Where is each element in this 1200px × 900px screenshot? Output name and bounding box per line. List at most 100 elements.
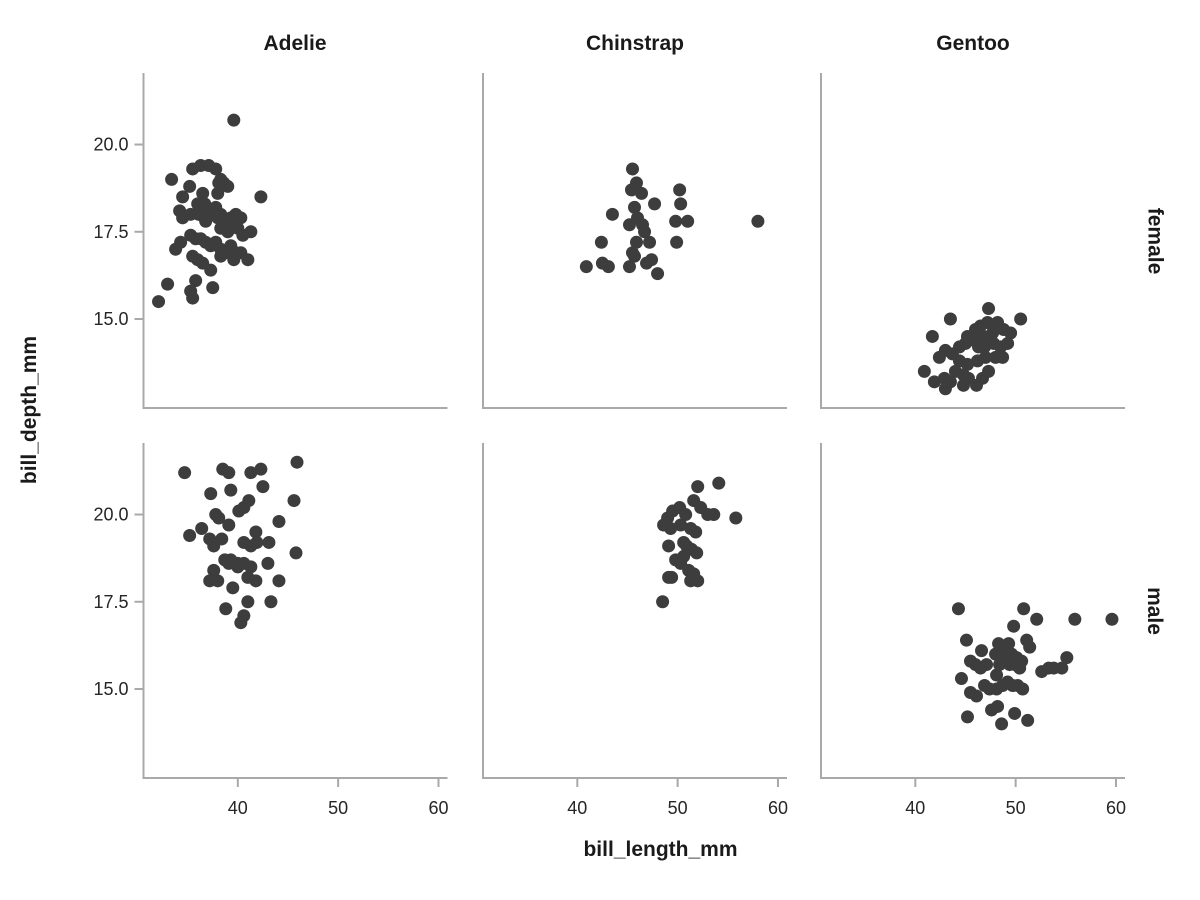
data-point — [982, 302, 996, 316]
data-point — [674, 518, 688, 532]
data-point — [214, 249, 228, 263]
data-point — [648, 197, 662, 211]
data-point — [665, 570, 679, 584]
data-point — [244, 560, 258, 574]
data-point — [186, 291, 200, 305]
data-point — [979, 350, 993, 364]
data-point — [691, 574, 705, 588]
data-point — [244, 466, 258, 480]
data-point — [1008, 706, 1022, 720]
data-point — [991, 699, 1005, 713]
data-point — [165, 172, 179, 186]
data-point — [980, 658, 994, 672]
data-point — [224, 483, 238, 497]
data-point — [689, 525, 703, 539]
data-point — [174, 235, 188, 249]
data-point — [751, 214, 765, 228]
data-point — [656, 595, 670, 609]
data-point — [237, 535, 251, 549]
data-point — [982, 364, 996, 378]
data-point — [954, 672, 968, 686]
data-point — [1017, 602, 1031, 616]
data-point — [943, 312, 957, 326]
y-axis-title: bill_depth_mm — [10, 30, 50, 790]
data-point — [207, 539, 221, 553]
data-point — [970, 689, 984, 703]
data-point — [214, 207, 228, 221]
data-point — [249, 525, 263, 539]
data-point — [272, 574, 286, 588]
data-point — [249, 574, 263, 588]
data-point — [161, 277, 175, 291]
data-point — [729, 511, 743, 525]
data-point — [627, 200, 641, 214]
data-point — [1007, 619, 1021, 633]
data-point — [690, 546, 704, 560]
data-point — [242, 494, 256, 508]
y-tick-label: 20.0 — [93, 505, 128, 525]
data-point — [630, 235, 644, 249]
data-point — [222, 466, 236, 480]
data-point — [579, 260, 593, 274]
data-point — [622, 260, 636, 274]
x-tick-label: 50 — [1006, 798, 1026, 818]
data-point — [212, 511, 226, 525]
data-point — [601, 260, 615, 274]
data-point — [1016, 682, 1030, 696]
x-tick-label: 60 — [1106, 798, 1126, 818]
data-point — [995, 717, 1009, 731]
data-point — [712, 476, 726, 490]
data-point — [927, 375, 941, 389]
facet-row-strip-female: female — [1132, 73, 1176, 408]
x-tick-label: 50 — [668, 798, 688, 818]
data-point — [219, 602, 233, 616]
data-point — [289, 546, 303, 560]
data-point — [1068, 612, 1082, 626]
data-point — [178, 466, 192, 480]
data-point — [996, 350, 1010, 364]
y-tick-label: 15.0 — [93, 309, 128, 329]
data-point — [673, 183, 687, 197]
data-point — [958, 336, 972, 350]
data-point — [917, 364, 931, 378]
facet-column-strip-chinstrap: Chinstrap — [585, 32, 684, 55]
data-point — [204, 487, 218, 501]
data-point — [970, 378, 984, 392]
data-point — [262, 535, 276, 549]
data-point — [975, 644, 989, 658]
data-point — [627, 249, 641, 263]
data-point — [662, 539, 676, 553]
facet-row-strip-female-label: female — [1143, 207, 1167, 274]
data-point — [643, 235, 657, 249]
data-point — [176, 190, 190, 204]
panel-gentoo-female — [820, 73, 1125, 409]
data-point — [960, 357, 974, 371]
data-point — [241, 253, 255, 267]
x-tick-label: 40 — [228, 798, 248, 818]
data-point — [990, 668, 1004, 682]
data-point — [186, 249, 200, 263]
x-tick-label: 60 — [768, 798, 788, 818]
data-point — [625, 162, 639, 176]
data-point — [198, 197, 212, 211]
x-axis-title: bill_length_mm — [583, 838, 738, 861]
data-point — [287, 494, 301, 508]
data-point — [622, 218, 636, 232]
x-tick-label: 40 — [567, 798, 587, 818]
data-point — [264, 595, 278, 609]
data-point — [960, 710, 974, 724]
data-point — [1055, 661, 1069, 675]
data-point — [681, 214, 695, 228]
data-point — [222, 556, 236, 570]
data-point — [236, 228, 250, 242]
data-point — [635, 186, 649, 200]
data-point — [214, 221, 228, 235]
x-tick-label: 60 — [428, 798, 448, 818]
data-point — [1021, 713, 1035, 727]
facet-column-strip-gentoo: Gentoo — [936, 32, 1010, 55]
data-point — [211, 574, 225, 588]
data-point — [226, 581, 240, 595]
panel-adelie-male: 15.0 17.5 20.0 40 50 60 — [93, 443, 448, 818]
